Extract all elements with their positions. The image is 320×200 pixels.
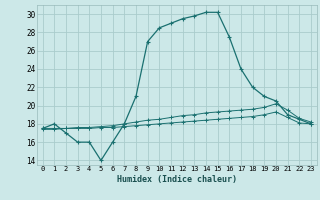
X-axis label: Humidex (Indice chaleur): Humidex (Indice chaleur) [117, 175, 237, 184]
